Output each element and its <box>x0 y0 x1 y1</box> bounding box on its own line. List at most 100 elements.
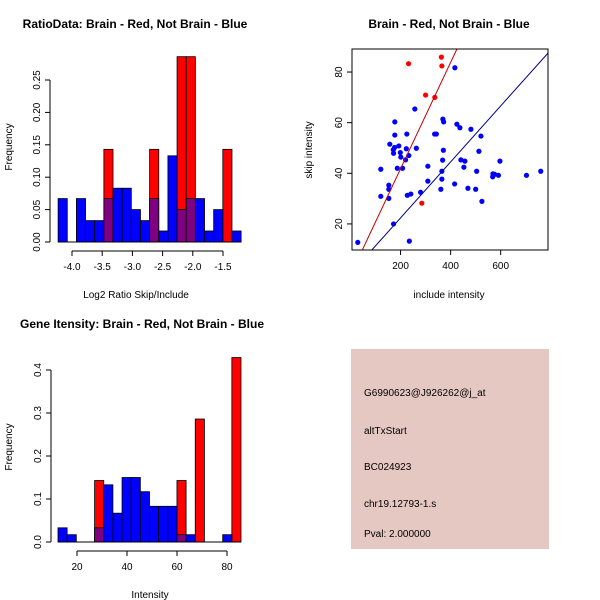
x-tick-label: 200 <box>392 261 409 272</box>
blue-point <box>408 191 414 197</box>
x-tick-label: -2.0 <box>184 262 202 273</box>
blue-point <box>396 143 402 149</box>
x-tick-label: -3.5 <box>94 262 112 273</box>
blue-point <box>495 172 502 178</box>
blue-bar <box>139 491 150 543</box>
red-fit-line <box>361 49 458 250</box>
x-tick-label: 400 <box>442 261 459 272</box>
red-point <box>422 92 429 98</box>
blue-bar <box>112 187 123 243</box>
blue-bar <box>213 209 224 243</box>
blue-point <box>392 132 398 138</box>
blue-point <box>479 198 485 204</box>
red-bar <box>222 148 233 243</box>
blue-point <box>425 163 431 169</box>
blue-bar <box>140 220 151 243</box>
red-bar <box>231 357 242 543</box>
blue-point <box>476 148 482 154</box>
blue-point <box>452 65 458 71</box>
blue-point <box>490 174 496 180</box>
blue-bar <box>112 512 123 543</box>
y-tick-label: 0.20 <box>32 102 43 122</box>
blue-point <box>390 221 397 227</box>
blue-bar <box>130 477 141 543</box>
y-tick-label: 0.3 <box>33 406 44 420</box>
blue-point <box>478 133 484 139</box>
red-bar <box>176 480 187 543</box>
blue-bar <box>121 187 132 243</box>
blue-bar <box>176 534 187 543</box>
y-tick-label: 0.1 <box>33 492 44 506</box>
blue-point <box>497 158 503 164</box>
blue-point <box>538 168 544 174</box>
blue-point <box>355 239 361 246</box>
blue-bar <box>103 484 114 543</box>
blue-bar <box>185 198 196 243</box>
x-tick-label: 20 <box>71 562 83 573</box>
scatter-ylabel: skip intensity <box>304 121 315 178</box>
x-tick-label: -4.0 <box>63 262 81 273</box>
pval: Pval: 2.000000 <box>364 529 431 540</box>
blue-point <box>403 146 409 152</box>
blue-point <box>438 186 444 192</box>
blue-bar <box>194 198 205 243</box>
blue-point <box>457 125 463 131</box>
blue-bar <box>130 209 141 243</box>
blue-point <box>387 141 393 147</box>
blue-point <box>439 176 445 182</box>
blue-bar <box>94 527 105 543</box>
blue-bar <box>167 155 178 243</box>
blue-point <box>468 126 474 132</box>
blue-bar <box>231 230 242 243</box>
red-point <box>419 200 425 206</box>
blue-point <box>406 238 412 244</box>
x-tick-label: -3.0 <box>124 262 142 273</box>
blue-bar <box>149 505 160 543</box>
y-tick-label: 0.2 <box>33 449 44 463</box>
y-tick-label: 0.15 <box>32 135 43 155</box>
scatter-title: Brain - Red, Not Brain - Blue <box>368 17 530 31</box>
blue-point <box>462 158 468 164</box>
blue-bar <box>176 209 187 243</box>
blue-bar <box>185 534 196 543</box>
intensity-scatter: Brain - Red, Not Brain - Blue include in… <box>304 17 549 301</box>
y-tick-label: 0.05 <box>32 199 43 219</box>
blue-point <box>452 181 458 187</box>
probe-id: G6990623@J926262@j_at <box>364 388 486 399</box>
blue-point <box>461 164 467 170</box>
blue-point <box>465 185 471 191</box>
blue-point <box>433 131 439 137</box>
blue-point <box>440 157 446 163</box>
y-tick-label: 20 <box>334 218 345 230</box>
blue-point <box>474 168 480 174</box>
y-tick-label: 60 <box>334 117 345 129</box>
info-panel: G6990623@J926262@j_at altTxStart BC02492… <box>351 349 549 549</box>
gene-intensity-ylabel: Frequency <box>4 423 15 470</box>
blue-bar <box>149 198 160 243</box>
y-tick-label: 0.4 <box>33 363 44 377</box>
blue-point <box>458 157 464 163</box>
y-tick-label: 80 <box>334 66 345 78</box>
blue-bar <box>158 230 169 243</box>
blue-point <box>394 165 400 171</box>
info-panel-background <box>351 349 549 549</box>
x-tick-label: 60 <box>171 562 183 573</box>
ratio-histogram-ylabel: Frequency <box>4 123 15 170</box>
red-bar <box>194 418 205 543</box>
blue-point <box>413 145 419 151</box>
ratio-histogram: RatioData: Brain - Red, Not Brain - Blue… <box>4 17 248 301</box>
event-type: altTxStart <box>364 426 407 437</box>
blue-point <box>398 154 404 160</box>
x-tick-label: -2.5 <box>154 262 172 273</box>
blue-point <box>397 149 403 156</box>
scatter-plot-box <box>351 48 549 251</box>
y-tick-label: 0.0 <box>33 535 44 549</box>
x-tick-label: -1.5 <box>214 262 232 273</box>
y-tick-label: 0.25 <box>32 70 43 90</box>
x-tick-label: 80 <box>221 562 233 573</box>
blue-bar <box>66 534 77 543</box>
blue-point <box>425 178 431 184</box>
blue-point <box>523 172 530 178</box>
blue-bar <box>167 505 178 543</box>
red-point <box>405 61 412 67</box>
